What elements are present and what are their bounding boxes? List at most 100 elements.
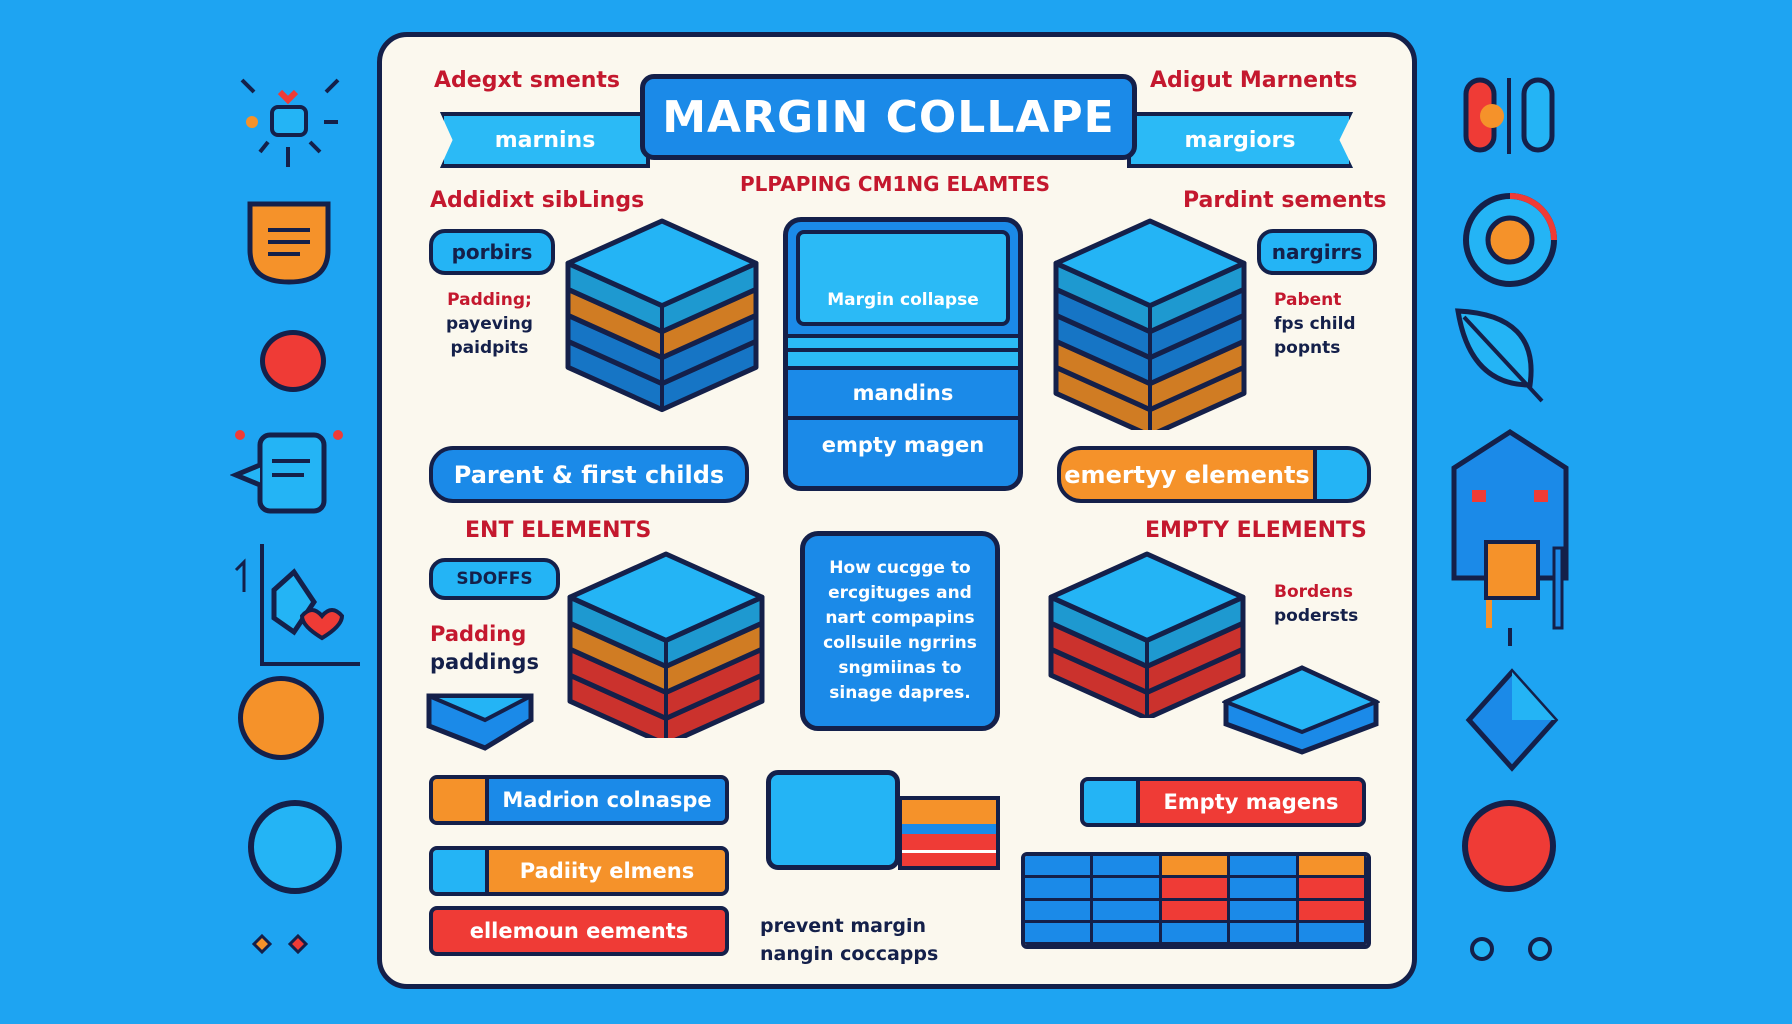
- parent-first-child-button[interactable]: Parent & first childs: [429, 446, 749, 503]
- sparkle-icon: [240, 72, 340, 172]
- element-grid: [1021, 852, 1371, 949]
- stack-top: [565, 218, 759, 309]
- target-icon: [1460, 190, 1560, 290]
- empty-margins-bar[interactable]: Empty magens: [1080, 777, 1366, 827]
- mid-left-heading: ENT ELEMENTS: [465, 518, 652, 543]
- grid-cell: [1093, 856, 1162, 876]
- top-left-heading: Addidixt sibLings: [430, 188, 645, 213]
- top-left-pill[interactable]: porbirs: [429, 229, 555, 275]
- diamond-icon: [1465, 668, 1559, 772]
- dots-icon: [1468, 935, 1554, 965]
- red-circle-icon: [1462, 800, 1556, 892]
- center-box-label: Margin collapse: [827, 290, 979, 310]
- grid-cell: [1161, 922, 1231, 942]
- grid-cell: [1298, 878, 1367, 898]
- mid-right-note: Bordens podersts: [1274, 580, 1358, 628]
- bar-swatch: [433, 779, 489, 821]
- subtitle: PLPAPING CM1NG ELAMTES: [739, 172, 1051, 196]
- grid-cell: [1093, 878, 1162, 898]
- stripe: [902, 833, 996, 851]
- grid-cell: [1025, 856, 1094, 876]
- grid-cell: [1298, 922, 1367, 942]
- top-left-note: Padding; payeving paidpits: [446, 288, 533, 360]
- caption-line: nangin coccapps: [760, 943, 939, 965]
- center-margins-label: mandins: [788, 370, 1018, 420]
- bar-label: ellemoun eements: [469, 919, 689, 943]
- collapse-square: [766, 770, 900, 870]
- center-band: [788, 334, 1018, 352]
- grid-cell: [1161, 900, 1231, 920]
- grid-row: [1025, 900, 1367, 923]
- center-band: [788, 352, 1018, 370]
- grid-cell: [1230, 922, 1299, 942]
- grid-cell: [1093, 922, 1162, 942]
- bar-swatch: [433, 850, 489, 892]
- corner-label-left: Adegxt sments: [434, 68, 621, 93]
- grid-row: [1025, 856, 1367, 879]
- mid-right-heading: EMPTY ELEMENTS: [1145, 518, 1367, 543]
- ribbon-left: marnins: [440, 112, 650, 168]
- bar-label: Empty magens: [1163, 790, 1339, 814]
- stack-top: [1053, 218, 1247, 309]
- button-label: emertyy elements: [1064, 460, 1310, 489]
- grid-cell: [1161, 856, 1231, 876]
- grid-cell: [1230, 856, 1299, 876]
- flat-block: [1222, 665, 1380, 755]
- small-block: [426, 693, 534, 751]
- stripe: [902, 824, 996, 834]
- pill-label: SDOFFS: [456, 569, 533, 589]
- diamond-pair-icon: [248, 932, 332, 956]
- button-label: Parent & first childs: [453, 460, 725, 489]
- top-right-note: Pabent fps child popnts: [1274, 288, 1356, 360]
- page-title: MARGIN COLLAPE: [640, 74, 1137, 160]
- legend-bar[interactable]: Madrion colnaspe: [429, 775, 729, 825]
- shield-icon: [246, 200, 332, 286]
- top-right-pill[interactable]: nargirrs: [1257, 229, 1377, 275]
- bar-swatch: [1084, 781, 1140, 823]
- mid-left-note: Padding paddings: [430, 620, 539, 676]
- center-empty-label: empty magen: [821, 433, 985, 457]
- bar-label: Padiity elmens: [519, 859, 695, 883]
- grid-row: [1025, 922, 1367, 945]
- note-line: popnts: [1274, 338, 1341, 358]
- grid-cell: [1298, 900, 1367, 920]
- note-line: paidpits: [450, 338, 529, 358]
- info-text: How cucgge to ercgituges and nart compap…: [823, 558, 977, 703]
- legend-bar[interactable]: Padiity elmens: [429, 846, 729, 896]
- top-right-layer-stack: [1053, 218, 1247, 430]
- note-line: paddings: [430, 650, 539, 674]
- empty-elements-button[interactable]: emertyy elements: [1057, 446, 1371, 503]
- grid-cell: [1025, 900, 1094, 920]
- corner-label-right: Adigut Marnents: [1150, 68, 1358, 93]
- mid-left-pill[interactable]: SDOFFS: [429, 558, 560, 600]
- grid-cell: [1298, 856, 1367, 876]
- info-box: How cucgge to ercgituges and nart compap…: [800, 531, 1000, 731]
- note-line: Bordens: [1274, 582, 1353, 602]
- grid-cell: [1230, 900, 1299, 920]
- grid-cell: [1161, 878, 1231, 898]
- stack-top: [1048, 551, 1246, 643]
- ribbon-right: margiors: [1127, 112, 1353, 168]
- legend-bar[interactable]: ellemoun eements: [429, 906, 729, 956]
- stripe: [902, 800, 996, 825]
- grid-cell: [1230, 878, 1299, 898]
- chat-icon: [229, 425, 350, 525]
- house-icon: [1450, 428, 1570, 648]
- leaf-icon: [1450, 305, 1550, 405]
- stack-top: [567, 551, 765, 643]
- caption-line: prevent margin: [760, 915, 926, 937]
- pill-label: nargirrs: [1271, 240, 1363, 264]
- note-line: fps child: [1274, 314, 1356, 334]
- grid-cell: [1093, 900, 1162, 920]
- center-container: Margin collapse mandins empty magen: [783, 217, 1023, 491]
- top-left-layer-stack: [565, 218, 759, 413]
- stripe: [902, 850, 996, 866]
- grid-cell: [1025, 878, 1094, 898]
- button-swatch: [1313, 450, 1367, 499]
- note-line: Pabent: [1274, 290, 1342, 310]
- blue-circle-icon: [248, 800, 342, 894]
- orange-circle-icon: [238, 676, 324, 760]
- toggle-icon: [1462, 76, 1558, 156]
- mid-right-layer-stack: [1048, 551, 1246, 718]
- top-right-heading: Pardint sements: [1183, 188, 1387, 213]
